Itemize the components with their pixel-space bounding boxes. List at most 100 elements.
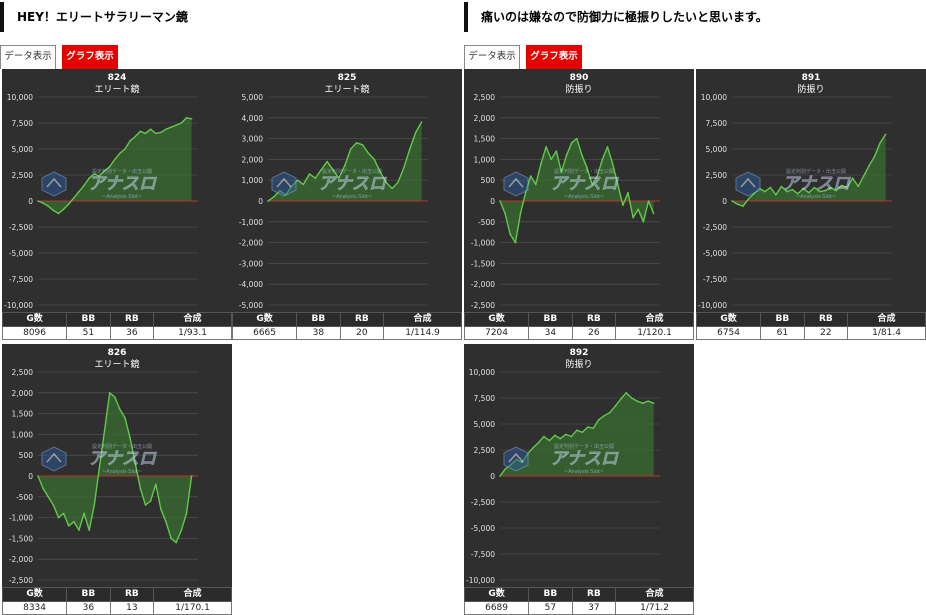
y-tick-label: 5,000 bbox=[12, 145, 34, 154]
data-point bbox=[420, 121, 423, 123]
data-point bbox=[180, 122, 183, 124]
data-point bbox=[129, 139, 131, 142]
data-point bbox=[581, 154, 583, 156]
data-point bbox=[873, 155, 876, 158]
watermark-main-text: アナスロ bbox=[550, 449, 619, 469]
stats-header-cell: 合成 bbox=[153, 587, 232, 602]
data-point bbox=[597, 419, 600, 421]
y-tick-label: 0 bbox=[722, 197, 727, 206]
stats-value-cell: 38 bbox=[296, 326, 341, 340]
chart-panel-826: 826 エリート鏡 2,500 2,000 1,500 1,000 500 0 -500 -1,0… bbox=[1, 344, 232, 615]
stats-value-row: 8096 51 36 1/93.1 bbox=[1, 326, 232, 340]
data-point bbox=[57, 516, 60, 519]
data-point bbox=[114, 396, 116, 398]
data-point bbox=[160, 508, 162, 511]
stats-header-cell: RB bbox=[109, 587, 155, 602]
data-point bbox=[175, 541, 177, 544]
data-point bbox=[103, 429, 106, 431]
stats-value-cell: 1/93.1 bbox=[153, 326, 232, 340]
data-point bbox=[47, 205, 49, 207]
chart-number: 825 bbox=[338, 73, 357, 83]
y-tick-label: 5,000 bbox=[706, 145, 728, 154]
data-point bbox=[802, 187, 805, 190]
data-point bbox=[83, 512, 85, 515]
y-tick-label: 2,500 bbox=[706, 171, 728, 180]
watermark-main-text: アナスロ bbox=[88, 174, 157, 194]
data-point bbox=[332, 169, 334, 171]
data-point bbox=[824, 189, 827, 192]
data-point bbox=[57, 212, 60, 215]
graph-view-tab-right[interactable]: グラフ表示 bbox=[526, 45, 582, 69]
stats-header-cell: 合成 bbox=[383, 312, 462, 327]
stats-header-row: G数 BB RB 合成 bbox=[231, 312, 462, 327]
data-point bbox=[180, 529, 183, 531]
stats-value-cell: 1/71.2 bbox=[615, 601, 694, 615]
watermark-sub-text: ~Analysis Slot~ bbox=[102, 469, 142, 475]
stats-header-cell: RB bbox=[339, 312, 385, 327]
data-point bbox=[139, 487, 142, 490]
data-point bbox=[652, 402, 655, 404]
watermark-top-text: 設定判別データ・出玉公開 bbox=[554, 168, 614, 175]
chart-number: 824 bbox=[108, 73, 127, 83]
data-point bbox=[611, 162, 614, 165]
data-point bbox=[367, 152, 370, 154]
data-point bbox=[614, 405, 616, 408]
data-point bbox=[769, 186, 772, 189]
watermark-logo-icon bbox=[503, 171, 529, 197]
stats-value-cell: 1/120.1 bbox=[615, 326, 694, 340]
data-point bbox=[637, 208, 639, 211]
data-point bbox=[361, 144, 364, 146]
data-point bbox=[190, 118, 193, 120]
y-tick-label: 0 bbox=[490, 197, 495, 206]
data-point bbox=[165, 521, 167, 523]
data-point bbox=[302, 183, 305, 186]
stats-header-cell: BB bbox=[296, 312, 341, 327]
data-point bbox=[652, 212, 655, 215]
watermark-logo-icon bbox=[271, 171, 297, 197]
stats-table: G数 BB RB 合成 6665 38 20 1/114.9 bbox=[231, 312, 462, 340]
y-tick-label: -5,000 bbox=[703, 249, 727, 258]
y-tick-label: 5,000 bbox=[242, 93, 264, 102]
stats-value-row: 7204 34 26 1/120.1 bbox=[463, 326, 694, 340]
y-tick-label: -1,500 bbox=[471, 259, 495, 268]
data-point bbox=[170, 126, 172, 128]
y-tick-label: -5,000 bbox=[471, 524, 495, 533]
stats-value-row: 8334 36 13 1/170.1 bbox=[1, 601, 232, 615]
y-tick-label: 7,500 bbox=[474, 394, 496, 403]
watermark-top-text: 設定判別データ・出玉公開 bbox=[786, 168, 846, 175]
data-point bbox=[93, 504, 96, 506]
y-tick-label: 2,500 bbox=[474, 93, 496, 102]
data-point bbox=[603, 414, 605, 417]
stats-value-cell: 6665 bbox=[231, 326, 298, 340]
data-point bbox=[868, 164, 870, 167]
data-point bbox=[537, 441, 540, 444]
stats-value-cell: 6689 bbox=[463, 601, 530, 615]
y-tick-label: 2,000 bbox=[474, 114, 496, 123]
data-point bbox=[185, 117, 188, 119]
y-tick-label: 500 bbox=[481, 176, 496, 185]
data-point bbox=[576, 429, 578, 431]
y-tick-label: 1,500 bbox=[474, 135, 496, 144]
stats-value-row: 6689 57 37 1/71.2 bbox=[463, 601, 694, 615]
data-view-tab-right[interactable]: データ表示 bbox=[464, 45, 520, 69]
data-point bbox=[139, 130, 142, 133]
chart-number: 891 bbox=[802, 73, 821, 83]
y-tick-label: -2,500 bbox=[471, 498, 495, 507]
watermark-sub-text: ~Analysis Slot~ bbox=[332, 194, 372, 200]
stats-value-cell: 20 bbox=[339, 326, 385, 340]
data-point bbox=[144, 504, 147, 506]
stats-value-cell: 1/81.4 bbox=[847, 326, 926, 340]
data-point bbox=[42, 202, 44, 204]
data-point bbox=[570, 142, 573, 144]
graph-view-tab-left[interactable]: グラフ表示 bbox=[62, 45, 118, 69]
y-tick-label: -2,000 bbox=[9, 555, 33, 564]
data-point bbox=[149, 128, 152, 130]
data-point bbox=[149, 500, 152, 502]
data-point bbox=[829, 186, 832, 189]
y-tick-label: 2,000 bbox=[12, 389, 34, 398]
stats-header-cell: BB bbox=[760, 312, 805, 327]
data-point bbox=[764, 190, 766, 193]
data-view-tab-left[interactable]: データ表示 bbox=[0, 45, 56, 69]
data-point bbox=[62, 512, 65, 515]
